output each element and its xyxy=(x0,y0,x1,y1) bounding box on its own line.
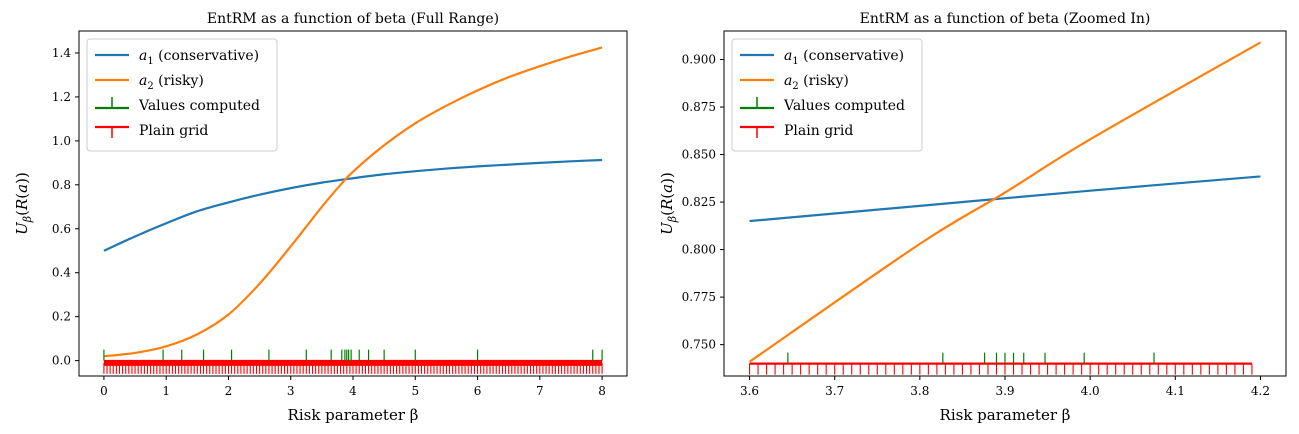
plot-area xyxy=(103,46,603,374)
legend-label-marker: Plain grid xyxy=(139,123,208,139)
x-axis-label: Risk parameter β xyxy=(288,406,419,424)
x-tick-label: 3.8 xyxy=(910,384,929,398)
legend: a1 (conservative) a2 (risky) Values comput… xyxy=(86,38,278,152)
x-tick-label: 0 xyxy=(100,384,108,398)
legend-box xyxy=(86,38,278,152)
x-tick-label: 4.1 xyxy=(1166,384,1185,398)
y-tick-label: 0.800 xyxy=(682,243,716,257)
x-tick-label: 3 xyxy=(287,384,295,398)
plot-area xyxy=(748,41,1261,375)
chart-1: EntRM as a function of beta (Full Range)… xyxy=(13,11,628,424)
legend-box xyxy=(731,38,923,152)
y-tick-label: 0.900 xyxy=(682,53,716,67)
y-tick-label: 0.6 xyxy=(52,222,71,236)
x-tick-label: 4.0 xyxy=(1081,384,1100,398)
series-line-1 xyxy=(749,175,1261,223)
y-axis-label: Uβ(R(a)) xyxy=(658,172,679,235)
values-computed-markers xyxy=(103,349,603,361)
x-tick-label: 8 xyxy=(598,384,606,398)
x-tick-label: 4.2 xyxy=(1251,384,1270,398)
plain-grid-markers xyxy=(103,359,603,374)
chart-2: EntRM as a function of beta (Zoomed In) 3… xyxy=(658,11,1287,424)
x-axis-label: Risk parameter β xyxy=(940,406,1071,424)
y-tick-label: 1.0 xyxy=(52,134,71,148)
x-tick-label: 2 xyxy=(225,384,233,398)
x-tick-label: 3.6 xyxy=(740,384,759,398)
y-tick-label: 0.0 xyxy=(52,354,71,368)
y-tick-label: 0.4 xyxy=(52,266,71,280)
x-tick-label: 3.7 xyxy=(825,384,844,398)
axes-frame xyxy=(723,30,1287,377)
values-computed-markers xyxy=(787,352,1155,364)
y-tick-label: 0.875 xyxy=(682,100,716,114)
axes-frame xyxy=(78,30,628,377)
y-tick-label: 1.4 xyxy=(52,46,71,60)
x-tick-label: 1 xyxy=(162,384,170,398)
legend-label-marker: Values computed xyxy=(138,98,260,114)
y-tick-label: 0.775 xyxy=(682,290,716,304)
y-tick-label: 1.2 xyxy=(52,90,71,104)
legend-label-series-1: a1 (conservative) xyxy=(139,48,259,67)
x-tick-label: 4 xyxy=(349,384,357,398)
plain-grid-markers xyxy=(748,362,1253,375)
legend-label-series-1: a1 (conservative) xyxy=(784,48,904,67)
legend-label-marker: Values computed xyxy=(783,98,905,114)
x-tick-label: 3.9 xyxy=(995,384,1014,398)
y-axis-label: Uβ(R(a)) xyxy=(13,172,34,235)
legend-label-series-2: a2 (risky) xyxy=(784,73,849,92)
y-tick-label: 0.825 xyxy=(682,195,716,209)
y-tick-label: 0.2 xyxy=(52,310,71,324)
x-tick-label: 6 xyxy=(474,384,482,398)
x-tick-label: 7 xyxy=(536,384,544,398)
y-tick-label: 0.850 xyxy=(682,148,716,162)
series-line-2 xyxy=(103,46,603,358)
chart-title: EntRM as a function of beta (Zoomed In) xyxy=(860,11,1151,27)
x-tick-label: 5 xyxy=(411,384,419,398)
legend-label-marker: Plain grid xyxy=(784,123,853,139)
legend-label-series-2: a2 (risky) xyxy=(139,73,204,92)
series-line-2 xyxy=(748,41,1261,363)
y-tick-label: 0.750 xyxy=(682,338,716,352)
chart-title: EntRM as a function of beta (Full Range) xyxy=(207,11,499,27)
legend: a1 (conservative) a2 (risky) Values comput… xyxy=(731,38,923,152)
y-tick-label: 0.8 xyxy=(52,178,71,192)
series-line-1 xyxy=(103,158,603,252)
